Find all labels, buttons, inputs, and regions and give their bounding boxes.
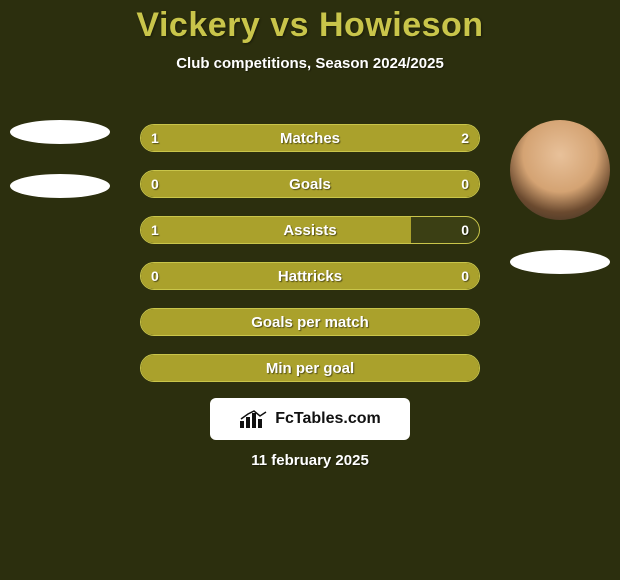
stat-row: Goals00 bbox=[140, 170, 480, 198]
players-left-column bbox=[5, 120, 115, 206]
footer-date: 11 february 2025 bbox=[0, 452, 620, 469]
stat-value-right: 0 bbox=[429, 263, 469, 289]
page-title: Vickery vs Howieson bbox=[0, 6, 620, 45]
stat-row: Min per goal bbox=[140, 354, 480, 382]
stats-area: Matches12Goals00Assists10Hattricks00Goal… bbox=[140, 124, 480, 400]
stat-value-left: 1 bbox=[151, 217, 191, 243]
watermark-badge: FcTables.com bbox=[210, 398, 410, 440]
watermark-chart-icon bbox=[239, 409, 269, 429]
stat-value-left: 0 bbox=[151, 263, 191, 289]
stat-value-right: 0 bbox=[429, 217, 469, 243]
main-container: Vickery vs Howieson Club competitions, S… bbox=[0, 0, 620, 580]
players-right-column bbox=[505, 120, 615, 282]
player-avatar-blank bbox=[10, 120, 110, 144]
stat-value-left: 1 bbox=[151, 125, 191, 151]
stat-row: Assists10 bbox=[140, 216, 480, 244]
watermark-text: FcTables.com bbox=[275, 410, 381, 428]
player-avatar bbox=[510, 120, 610, 220]
page-subtitle: Club competitions, Season 2024/2025 bbox=[0, 55, 620, 72]
stat-row: Hattricks00 bbox=[140, 262, 480, 290]
stat-label: Goals per match bbox=[141, 309, 479, 335]
player-avatar-blank bbox=[510, 250, 610, 274]
stat-label: Min per goal bbox=[141, 355, 479, 381]
stat-row: Matches12 bbox=[140, 124, 480, 152]
stat-value-right: 0 bbox=[429, 171, 469, 197]
stat-value-right: 2 bbox=[429, 125, 469, 151]
stat-value-left: 0 bbox=[151, 171, 191, 197]
player-avatar-blank bbox=[10, 174, 110, 198]
stat-row: Goals per match bbox=[140, 308, 480, 336]
